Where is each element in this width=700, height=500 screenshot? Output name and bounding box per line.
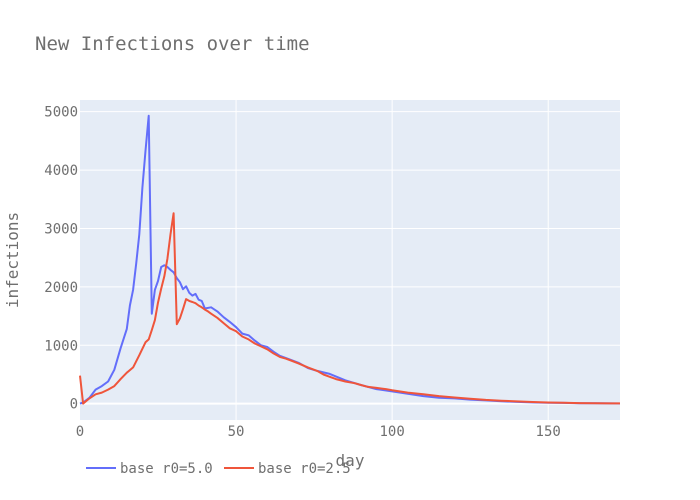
- x-axis-title: day: [336, 451, 365, 470]
- y-tick-label: 2000: [44, 280, 78, 296]
- legend: base r0=5.0 base r0=2.5: [86, 461, 351, 477]
- x-tick-label: 100: [379, 424, 404, 440]
- y-tick-label: 3000: [44, 221, 78, 237]
- x-gridlines: [235, 100, 549, 420]
- y-gridlines: [80, 111, 620, 405]
- series-line-2: [79, 212, 620, 405]
- legend-item[interactable]: base r0=2.5: [224, 461, 351, 477]
- y-tick-labels: 0 1000 2000 3000 4000 5000: [44, 105, 78, 413]
- series-line-1: [79, 114, 621, 405]
- y-axis-title: infections: [3, 212, 22, 308]
- y-tick-label: 4000: [44, 163, 78, 179]
- legend-label: base r0=5.0: [120, 461, 213, 477]
- y-tick-label: 0: [70, 397, 78, 413]
- chart-title: New Infections over time: [35, 33, 310, 55]
- legend-item[interactable]: base r0=5.0: [86, 461, 213, 477]
- y-tick-label: 5000: [44, 105, 78, 121]
- x-tick-label: 50: [228, 424, 245, 440]
- series-lines: [79, 114, 621, 405]
- legend-label: base r0=2.5: [258, 461, 351, 477]
- x-tick-label: 150: [536, 424, 561, 440]
- x-tick-labels: 0 50 100 150: [76, 424, 561, 440]
- plot-area: [80, 100, 620, 420]
- y-tick-label: 1000: [44, 338, 78, 354]
- x-tick-label: 0: [76, 424, 84, 440]
